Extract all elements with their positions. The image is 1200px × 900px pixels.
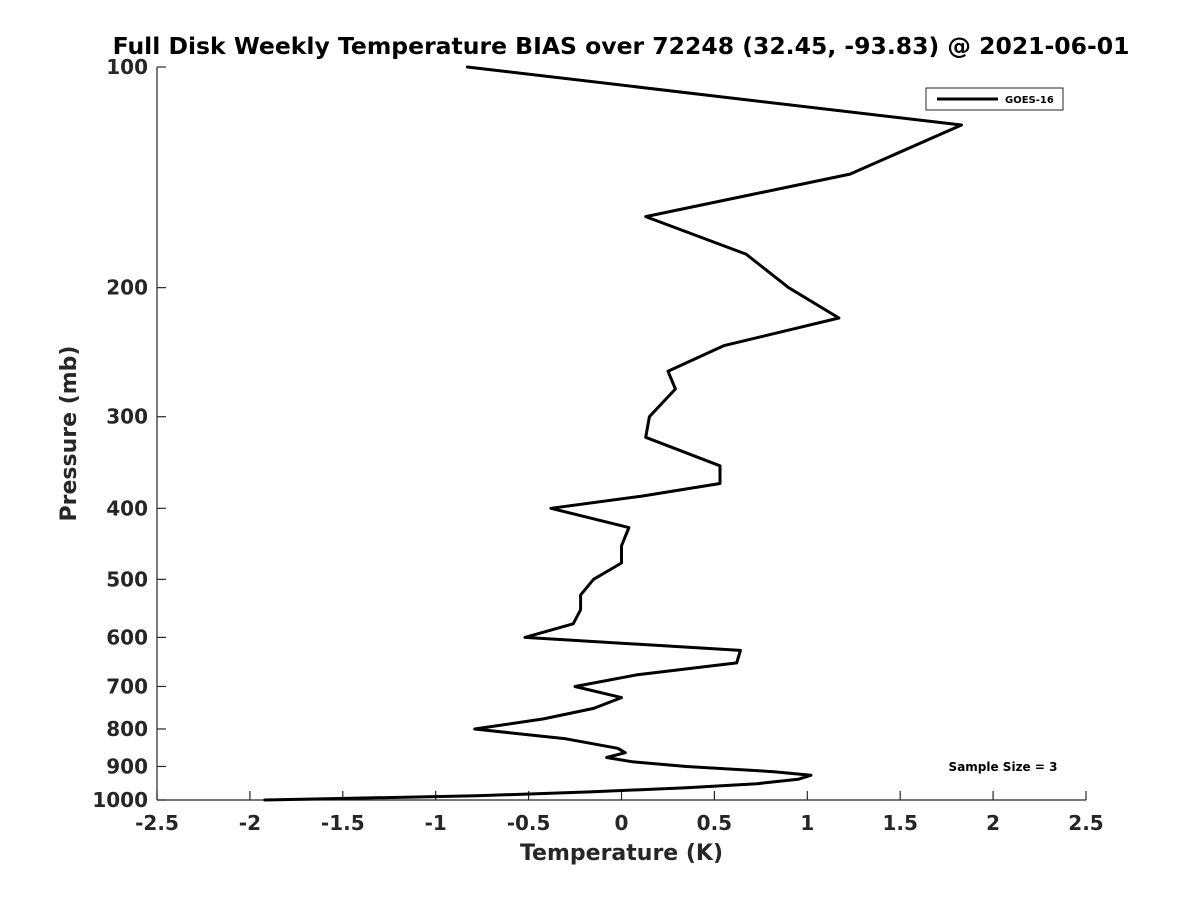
x-axis-label: Temperature (K)	[520, 841, 723, 866]
x-tick-label: 2.5	[1068, 811, 1103, 835]
y-tick-label: 500	[106, 567, 148, 591]
y-tick-label: 1000	[92, 788, 148, 812]
y-tick-label: 300	[106, 405, 148, 429]
y-tick-label: 400	[106, 496, 148, 520]
x-tick-label: -2.5	[135, 811, 179, 835]
series-line-goes16	[263, 65, 963, 802]
legend-label: GOES-16	[1005, 95, 1054, 106]
y-tick-label: 900	[106, 754, 148, 778]
x-tick-label: 1.5	[882, 811, 917, 835]
x-tick-label: -1.5	[321, 811, 365, 835]
x-tick-label: 0.5	[697, 811, 732, 835]
sample-size-annotation: Sample Size = 3	[949, 760, 1058, 774]
x-tick-label: 1	[800, 811, 814, 835]
y-tick-label: 100	[106, 55, 148, 79]
x-tick-label: -2	[239, 811, 261, 835]
y-tick-label: 600	[106, 625, 148, 649]
y-tick-label: 200	[106, 276, 148, 300]
chart-title: Full Disk Weekly Temperature BIAS over 7…	[113, 32, 1130, 60]
y-tick-label: 800	[106, 717, 148, 741]
y-tick-label: 700	[106, 674, 148, 698]
y-axis-label: Pressure (mb)	[57, 346, 82, 522]
x-tick-label: 2	[986, 811, 1000, 835]
x-tick-label: 0	[615, 811, 629, 835]
x-tick-label: -1	[425, 811, 447, 835]
x-tick-label: -0.5	[507, 811, 551, 835]
